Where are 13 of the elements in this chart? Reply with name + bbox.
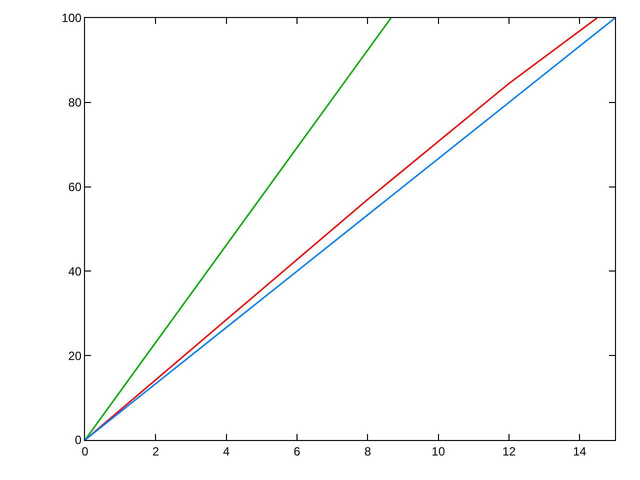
x-tick-label: 10 [432,444,446,458]
y-tick-label: 0 [74,433,82,448]
x-tick-label: 4 [222,444,230,458]
y-tick-label: 20 [68,348,82,363]
y-tick-label: 80 [68,96,82,110]
y-tick-label: 100 [62,11,82,26]
x-tick-label: 14 [572,444,587,458]
x-tick-label: 12 [502,444,516,458]
y-tick-label: 40 [68,264,82,278]
y-tick-label: 60 [68,180,82,194]
x-tick-label: 2 [152,444,160,458]
x-tick-label: 8 [364,444,372,458]
x-tick-label: 6 [294,444,301,458]
